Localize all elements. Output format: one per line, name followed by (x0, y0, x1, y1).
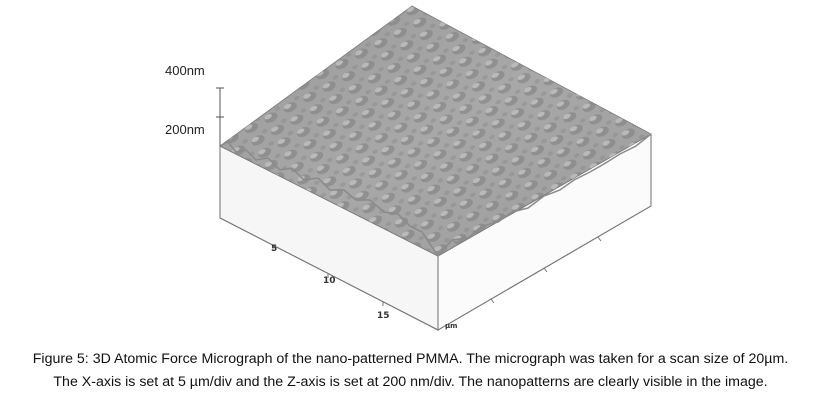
x-tick-label-10: 10 (323, 276, 336, 286)
z-label-400nm: 400nm (165, 63, 205, 78)
y-tick-1 (490, 298, 495, 304)
y-tick-2 (543, 267, 548, 273)
afm-figure: 400nm 200nm 5 10 15 µm (165, 5, 652, 331)
x-axis-line (219, 217, 439, 331)
caption-line-2: The X-axis is set at 5 µm/div and the Z-… (53, 374, 768, 390)
surface-rim-right (437, 133, 652, 257)
afm-3d-surface (216, 5, 652, 331)
x-tick-label-15: 15 (377, 311, 390, 321)
figure-caption: Figure 5: 3D Atomic Force Micrograph of … (0, 348, 821, 394)
y-tick-3 (597, 236, 602, 242)
z-label-200nm: 200nm (165, 122, 205, 137)
surface-texture (220, 6, 651, 256)
x-tick-label-5: 5 (271, 244, 278, 254)
surface-rim-left (219, 141, 439, 257)
x-axis-unit: µm (445, 322, 458, 330)
caption-line-1: Figure 5: 3D Atomic Force Micrograph of … (32, 351, 789, 367)
